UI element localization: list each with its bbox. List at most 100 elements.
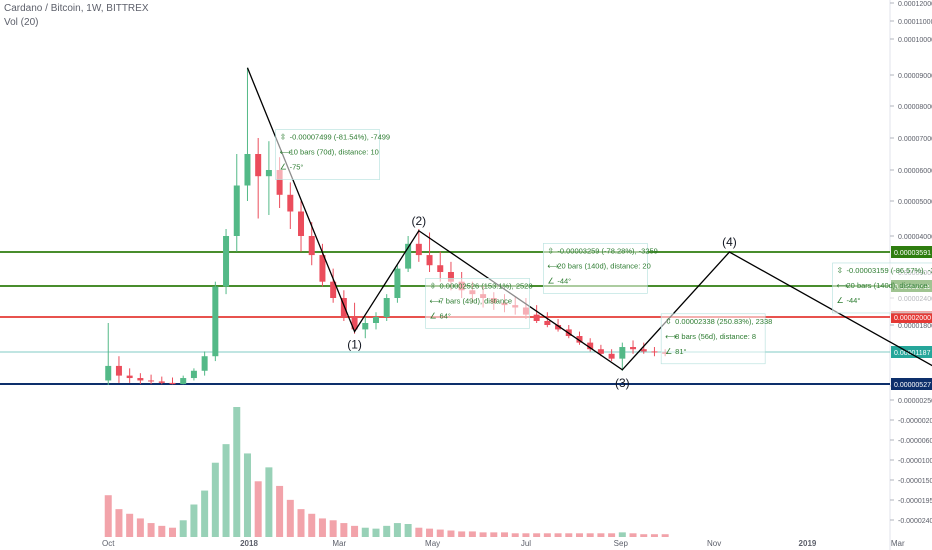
volume-bar	[351, 525, 359, 537]
measure-bars-distance: 10 bars (70d), distance: 10	[290, 148, 379, 157]
wave-label: (3)	[615, 376, 630, 390]
candle-body	[394, 268, 401, 298]
candle-body	[105, 365, 112, 381]
measure-box	[660, 313, 766, 365]
volume-bar	[211, 462, 219, 537]
volume-bar	[126, 513, 134, 537]
measure-price-change: -0.00003159 (-86.57%), -3159	[847, 266, 932, 275]
candle-body	[383, 298, 390, 317]
time-axis-tick-label: Oct	[102, 539, 115, 548]
volume-bar	[586, 533, 594, 537]
volume-bar	[458, 531, 466, 537]
price-axis-tick-label: 0.00000250	[898, 398, 932, 405]
level-price-label: 0.00003591	[894, 250, 931, 257]
volume-bar	[640, 534, 648, 537]
price-axis-tick-label: -0.00001500	[898, 478, 932, 485]
volume-bar	[650, 534, 658, 537]
measure-box	[832, 262, 932, 314]
measure-angle-value: 64°	[440, 311, 451, 320]
volume-bar	[426, 528, 434, 537]
candle-body	[630, 347, 637, 350]
measure-angle-icon: ∠	[430, 311, 437, 320]
volume-bar	[468, 531, 476, 537]
candle-body	[319, 255, 326, 282]
measure-bars-icon: ⟷	[665, 332, 677, 341]
volume-bar	[436, 529, 444, 537]
measure-bars-distance: 20 bars (140d), distance: 20	[847, 281, 932, 290]
volume-bar	[201, 490, 209, 537]
volume-bar	[383, 525, 391, 537]
measure-price-icon: ⇳	[280, 133, 287, 142]
volume-bar	[479, 532, 487, 537]
level-price-label: 0.00000527	[894, 382, 931, 389]
time-axis-tick-label: Sep	[614, 539, 629, 548]
volume-bar	[265, 467, 273, 537]
measure-price-change: -0.00007499 (-81.54%), -7499	[290, 133, 391, 142]
candle-body	[148, 380, 155, 382]
level-price-badge	[891, 246, 932, 258]
measure-price-change: -0.00003259 (-78.28%), -3259	[557, 246, 658, 255]
volume-bar	[190, 504, 198, 537]
candle-body	[276, 170, 283, 195]
candle-body	[287, 194, 294, 212]
elliott-wave-path	[246, 67, 932, 371]
candle-body	[223, 236, 230, 287]
candle-body	[426, 255, 433, 266]
price-axis-tick-label: 0.00009000	[898, 73, 932, 80]
measure-box	[543, 243, 648, 294]
measure-bars-icon: ⟷	[547, 261, 559, 270]
measure-price-icon: ⇳	[665, 317, 672, 326]
measure-angle-icon: ∠	[280, 163, 287, 172]
volume-bar	[629, 533, 637, 537]
wave-label: (2)	[411, 214, 426, 228]
candle-body	[115, 365, 122, 376]
candle-body	[587, 342, 594, 350]
candle-body	[126, 375, 133, 379]
candle-body	[447, 272, 454, 282]
measure-angle-icon: ∠	[547, 276, 554, 285]
candle-body	[265, 170, 272, 177]
time-axis-tick-label: Mar	[891, 539, 905, 548]
candle-body	[362, 323, 369, 330]
time-axis-tick-label: 2019	[799, 539, 817, 548]
measure-box	[425, 278, 530, 329]
volume-bar	[340, 523, 348, 537]
candle-body	[330, 281, 337, 298]
measure-angle-icon: ∠	[837, 296, 844, 305]
level-price-badge	[891, 378, 932, 390]
volume-bar	[233, 407, 241, 537]
candle-body	[597, 349, 604, 354]
candle-body	[201, 356, 208, 371]
price-axis-tick-label: 0.00005000	[898, 199, 932, 206]
level-price-badge	[891, 311, 932, 323]
volume-bar	[404, 524, 412, 537]
volume-bar	[222, 444, 230, 537]
volume-bar	[147, 523, 155, 537]
volume-bar	[501, 532, 509, 537]
volume-bar	[361, 527, 369, 537]
wave-label: (1)	[347, 338, 362, 352]
candle-body	[608, 353, 615, 359]
volume-bar	[297, 509, 305, 537]
candle-body	[308, 236, 315, 256]
measure-bars-distance: 7 bars (49d), distance	[440, 296, 513, 305]
candle-body	[576, 336, 583, 343]
volume-bar	[115, 509, 123, 537]
candle-body	[405, 243, 412, 269]
volume-bar	[618, 532, 626, 537]
volume-bar	[511, 533, 519, 537]
measure-bars-icon: ⟷	[837, 281, 849, 290]
candle-body	[555, 325, 562, 330]
volume-bar	[308, 513, 316, 537]
price-axis-tick-label: -0.00001000	[898, 458, 932, 465]
candle-body	[298, 211, 305, 236]
measure-price-icon: ⇳	[547, 246, 554, 255]
price-axis-tick-label: -0.00002400	[898, 518, 932, 525]
candle-body	[544, 321, 551, 325]
time-axis-tick-label: 2018	[240, 539, 258, 548]
time-axis-tick-label: Mar	[332, 539, 346, 548]
volume-bar	[661, 534, 669, 537]
candle-body	[640, 349, 647, 352]
price-axis-tick-label: 0.00007000	[898, 136, 932, 143]
